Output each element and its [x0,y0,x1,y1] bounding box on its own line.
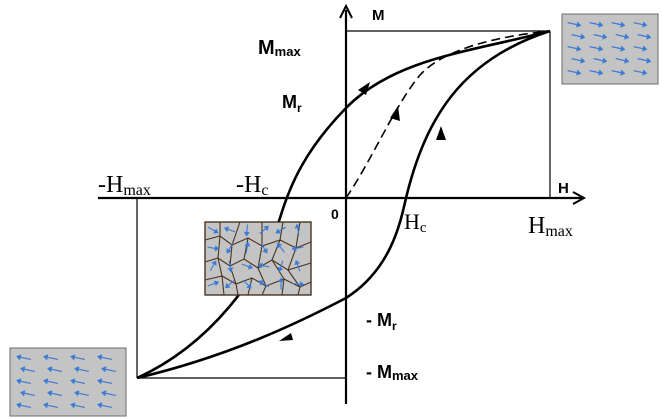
domain-arrowhead [97,354,103,361]
domain-arrowhead [225,282,231,289]
domain-arrowhead [262,248,268,254]
domain-arrowhead [16,402,22,409]
domain-arrowhead [294,259,301,266]
domain-arrowhead [258,280,264,286]
h-c-label: Hc [404,209,427,236]
domain-arrowhead [576,69,582,76]
domain-arrowhead [624,57,630,64]
domain-arrowhead [642,45,648,52]
domain-arrowhead [213,280,220,287]
domain-arrowhead [214,245,220,252]
domain-arrowhead [226,248,232,254]
domain-arrowhead [247,263,254,270]
domain-arrowhead [624,33,630,40]
upper-branch-arrow [358,82,370,95]
domain-arrowhead [16,354,22,361]
h-max-label: Hmax [528,213,573,240]
domain-arrowhead [243,231,250,237]
domain-arrowhead [74,390,80,397]
direction-arrows [279,82,446,341]
domain-arrowhead [227,267,234,273]
domain-arrowhead [47,366,53,373]
domain-arrowhead [244,241,251,247]
domain-arrowhead [97,402,103,409]
initial-magnetization-curve [345,30,551,199]
y-axis-arrowhead [339,3,353,19]
lower-branch-curve [136,29,551,380]
origin-label: 0 [331,206,339,222]
neg-h-c-label: -Hc [236,172,268,199]
domain-arrowhead [620,45,626,52]
neg-m-max-label: - Mmax [366,362,419,383]
domain-arrowhead [47,390,53,397]
domain-arrowhead [294,223,301,229]
initial-curve-arrow [390,106,400,121]
domain-arrowhead [246,283,252,289]
domain-arrowhead [576,21,582,28]
domain-arrowhead [642,69,648,76]
axes [98,3,587,404]
domain-arrowhead [580,57,586,64]
demagnetized-inset [204,221,312,296]
domain-arrowhead [20,366,26,373]
domain-arrowhead [277,277,285,283]
domain-arrowhead [74,366,80,373]
domain-arrowhead [576,45,582,52]
neg-h-max-label: -Hmax [98,172,151,199]
upper-branch-curve [136,29,551,380]
domain-arrowhead [263,225,269,232]
grain-boundaries [204,221,312,296]
domain-arrowhead [580,33,586,40]
domain-arrowhead [223,226,230,233]
domain-arrowhead [257,262,263,269]
m-max-label: Mmax [258,37,301,59]
domain-arrowhead [70,402,76,409]
saturated-positive-inset [561,13,659,85]
domain-arrowhead [43,354,49,361]
domain-arrowhead [646,57,652,64]
domain-arrowhead [598,21,604,28]
domain-arrowhead [602,57,608,64]
domain-arrowhead [16,378,22,385]
m-r-label: Mr [282,92,302,115]
domain-arrowhead [43,402,49,409]
domain-arrowhead [20,390,26,397]
domain-arrowhead [598,45,604,52]
domain-arrowhead [213,228,219,234]
domain-arrowhead [43,378,49,385]
y-axis-label: M [372,7,385,24]
saturated-negative-inset [9,347,127,417]
domain-arrowhead [97,378,103,385]
domain-arrowhead [101,390,107,397]
random-arrows [207,223,305,290]
domain-arrowhead [602,33,608,40]
domain-arrowhead [277,266,284,273]
domain-arrowhead [646,33,652,40]
domain-arrowhead [276,243,283,249]
aligned-arrows-left [16,354,116,409]
domain-arrowhead [291,245,297,252]
x-axis-arrowhead [572,191,587,205]
domain-arrowhead [299,281,305,288]
aligned-arrows-right [567,21,652,76]
ascending-branch-arrow [436,126,446,140]
domain-arrowhead [211,260,217,266]
domain-arrowhead [620,69,626,76]
lower-branch-arrow [279,333,293,341]
x-axis-label: H [558,180,569,197]
hysteresis-curves [136,29,551,380]
domain-arrowhead [275,228,281,234]
neg-m-r-label: - Mr [366,310,397,333]
guide-lines [136,30,551,379]
domain-arrowhead [642,21,648,28]
domain-arrowhead [70,378,76,385]
domain-arrowhead [620,21,626,28]
domain-arrowhead [598,69,604,76]
domain-arrowhead [101,366,107,373]
domain-arrowhead [70,354,76,361]
